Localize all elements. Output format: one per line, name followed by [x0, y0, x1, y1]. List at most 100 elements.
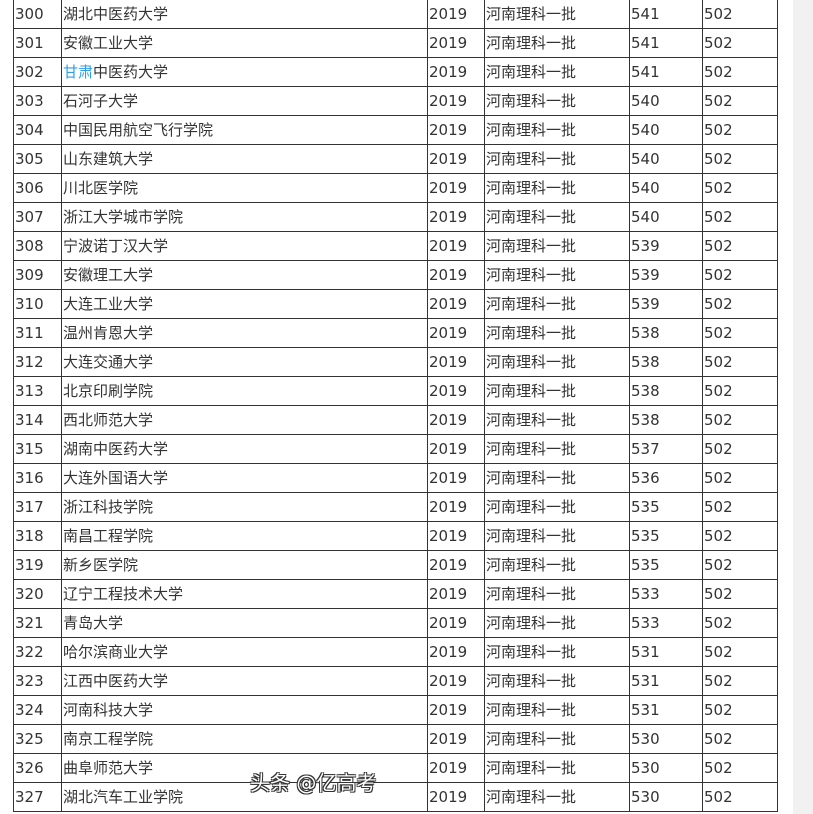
school-cell: 大连工业大学 — [61, 289, 428, 319]
year-cell: 2019 — [427, 463, 485, 493]
year-cell: 2019 — [427, 550, 485, 580]
batch-cell: 河南理科一批 — [484, 318, 630, 348]
score-cell: 530 — [629, 782, 703, 812]
score-cell: 533 — [629, 608, 703, 638]
batch-cell: 河南理科一批 — [484, 173, 630, 203]
school-cell: 大连交通大学 — [61, 347, 428, 377]
score-cell: 541 — [629, 0, 703, 29]
rank-cell: 315 — [13, 434, 62, 464]
year-cell: 2019 — [427, 579, 485, 609]
score-cell: 538 — [629, 376, 703, 406]
score-cell: 535 — [629, 492, 703, 522]
batch-line-cell: 502 — [702, 173, 778, 203]
score-cell: 536 — [629, 463, 703, 493]
batch-cell: 河南理科一批 — [484, 695, 630, 725]
year-cell: 2019 — [427, 57, 485, 87]
table-row: 326 曲阜师范大学 2019 河南理科一批 530 502 — [13, 753, 778, 783]
year-cell: 2019 — [427, 260, 485, 290]
table-row: 311 温州肯恩大学 2019 河南理科一批 538 502 — [13, 318, 778, 348]
school-cell: 宁波诺丁汉大学 — [61, 231, 428, 261]
batch-cell: 河南理科一批 — [484, 550, 630, 580]
rank-cell: 316 — [13, 463, 62, 493]
school-cell: 温州肯恩大学 — [61, 318, 428, 348]
school-cell: 川北医学院 — [61, 173, 428, 203]
batch-cell: 河南理科一批 — [484, 289, 630, 319]
year-cell: 2019 — [427, 637, 485, 667]
school-cell: 青岛大学 — [61, 608, 428, 638]
year-cell: 2019 — [427, 28, 485, 58]
batch-line-cell: 502 — [702, 28, 778, 58]
table-row: 310 大连工业大学 2019 河南理科一批 539 502 — [13, 289, 778, 319]
batch-cell: 河南理科一批 — [484, 521, 630, 551]
school-cell: 安徽理工大学 — [61, 260, 428, 290]
rank-cell: 309 — [13, 260, 62, 290]
score-cell: 539 — [629, 260, 703, 290]
table-row: 314 西北师范大学 2019 河南理科一批 538 502 — [13, 405, 778, 435]
batch-line-cell: 502 — [702, 347, 778, 377]
batch-line-cell: 502 — [702, 0, 778, 29]
school-cell: 中国民用航空飞行学院 — [61, 115, 428, 145]
batch-line-cell: 502 — [702, 579, 778, 609]
table-row: 315 湖南中医药大学 2019 河南理科一批 537 502 — [13, 434, 778, 464]
rank-cell: 326 — [13, 753, 62, 783]
rank-cell: 322 — [13, 637, 62, 667]
year-cell: 2019 — [427, 695, 485, 725]
year-cell: 2019 — [427, 434, 485, 464]
year-cell: 2019 — [427, 318, 485, 348]
batch-line-cell: 502 — [702, 376, 778, 406]
year-cell: 2019 — [427, 115, 485, 145]
batch-cell: 河南理科一批 — [484, 347, 630, 377]
score-cell: 531 — [629, 666, 703, 696]
rank-cell: 310 — [13, 289, 62, 319]
batch-cell: 河南理科一批 — [484, 724, 630, 754]
rank-cell: 324 — [13, 695, 62, 725]
school-cell: 哈尔滨商业大学 — [61, 637, 428, 667]
batch-cell: 河南理科一批 — [484, 115, 630, 145]
year-cell: 2019 — [427, 347, 485, 377]
batch-line-cell: 502 — [702, 608, 778, 638]
school-cell: 甘肃中医药大学 — [61, 57, 428, 87]
table-row: 321 青岛大学 2019 河南理科一批 533 502 — [13, 608, 778, 638]
watermark: 头条 @亿高考 — [250, 771, 377, 795]
year-cell: 2019 — [427, 86, 485, 116]
table-row: 319 新乡医学院 2019 河南理科一批 535 502 — [13, 550, 778, 580]
rank-cell: 320 — [13, 579, 62, 609]
school-cell: 浙江科技学院 — [61, 492, 428, 522]
year-cell: 2019 — [427, 521, 485, 551]
rank-cell: 300 — [13, 0, 62, 29]
batch-line-cell: 502 — [702, 57, 778, 87]
score-cell: 530 — [629, 753, 703, 783]
school-cell: 河南科技大学 — [61, 695, 428, 725]
batch-cell: 河南理科一批 — [484, 434, 630, 464]
score-cell: 538 — [629, 347, 703, 377]
batch-line-cell: 502 — [702, 289, 778, 319]
table-row: 318 南昌工程学院 2019 河南理科一批 535 502 — [13, 521, 778, 551]
year-cell: 2019 — [427, 173, 485, 203]
batch-line-cell: 502 — [702, 86, 778, 116]
school-link[interactable]: 甘肃 — [63, 63, 94, 81]
table-row: 324 河南科技大学 2019 河南理科一批 531 502 — [13, 695, 778, 725]
year-cell: 2019 — [427, 202, 485, 232]
rank-cell: 318 — [13, 521, 62, 551]
rank-cell: 305 — [13, 144, 62, 174]
rank-cell: 314 — [13, 405, 62, 435]
score-cell: 540 — [629, 202, 703, 232]
table-row: 313 北京印刷学院 2019 河南理科一批 538 502 — [13, 376, 778, 406]
table-row: 309 安徽理工大学 2019 河南理科一批 539 502 — [13, 260, 778, 290]
scrollbar-track[interactable] — [793, 0, 813, 814]
year-cell: 2019 — [427, 405, 485, 435]
batch-cell: 河南理科一批 — [484, 57, 630, 87]
batch-cell: 河南理科一批 — [484, 463, 630, 493]
rank-cell: 301 — [13, 28, 62, 58]
score-cell: 531 — [629, 637, 703, 667]
batch-line-cell: 502 — [702, 231, 778, 261]
batch-line-cell: 502 — [702, 115, 778, 145]
batch-cell: 河南理科一批 — [484, 579, 630, 609]
batch-cell: 河南理科一批 — [484, 405, 630, 435]
batch-cell: 河南理科一批 — [484, 260, 630, 290]
year-cell: 2019 — [427, 289, 485, 319]
batch-line-cell: 502 — [702, 144, 778, 174]
school-cell: 安徽工业大学 — [61, 28, 428, 58]
score-cell: 540 — [629, 144, 703, 174]
batch-cell: 河南理科一批 — [484, 144, 630, 174]
